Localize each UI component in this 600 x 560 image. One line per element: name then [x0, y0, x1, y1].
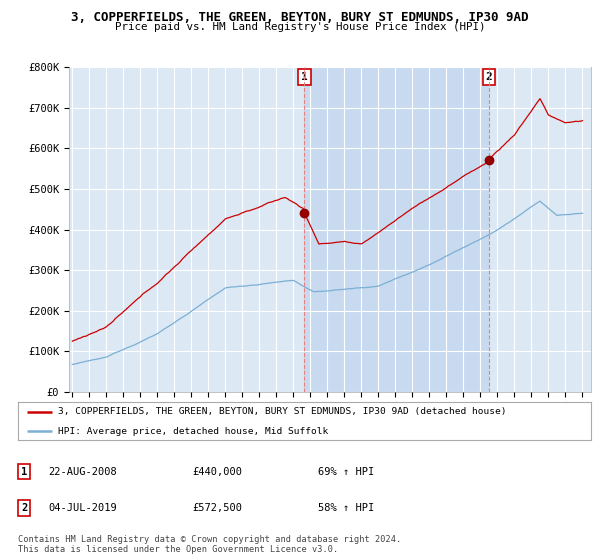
- Text: 3, COPPERFIELDS, THE GREEN, BEYTON, BURY ST EDMUNDS, IP30 9AD (detached house): 3, COPPERFIELDS, THE GREEN, BEYTON, BURY…: [58, 407, 506, 416]
- Text: 1: 1: [21, 466, 27, 477]
- Text: 2: 2: [21, 503, 27, 513]
- Text: Price paid vs. HM Land Registry's House Price Index (HPI): Price paid vs. HM Land Registry's House …: [115, 22, 485, 32]
- Text: 58% ↑ HPI: 58% ↑ HPI: [318, 503, 374, 513]
- Text: 2: 2: [485, 72, 493, 82]
- Text: Contains HM Land Registry data © Crown copyright and database right 2024.
This d: Contains HM Land Registry data © Crown c…: [18, 535, 401, 554]
- Text: 69% ↑ HPI: 69% ↑ HPI: [318, 466, 374, 477]
- Text: HPI: Average price, detached house, Mid Suffolk: HPI: Average price, detached house, Mid …: [58, 427, 328, 436]
- Text: £440,000: £440,000: [192, 466, 242, 477]
- Text: 1: 1: [301, 72, 308, 82]
- Bar: [304, 67, 489, 392]
- Text: 3, COPPERFIELDS, THE GREEN, BEYTON, BURY ST EDMUNDS, IP30 9AD: 3, COPPERFIELDS, THE GREEN, BEYTON, BURY…: [71, 11, 529, 24]
- Text: 22-AUG-2008: 22-AUG-2008: [48, 466, 117, 477]
- Text: £572,500: £572,500: [192, 503, 242, 513]
- Text: 04-JUL-2019: 04-JUL-2019: [48, 503, 117, 513]
